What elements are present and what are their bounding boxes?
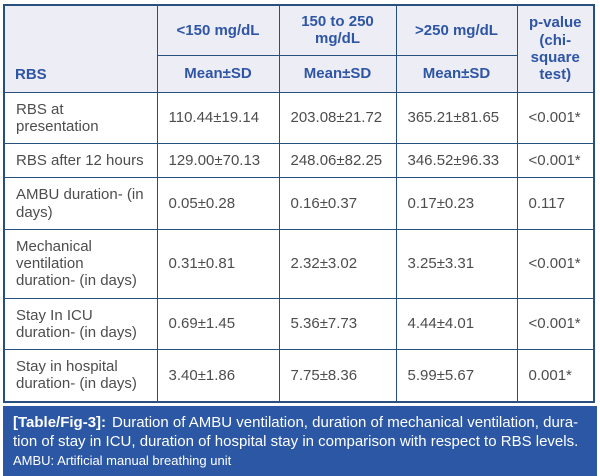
value-cell: 0.69±1.45	[156, 297, 280, 350]
row-label: RBS after 12 hours	[3, 142, 158, 179]
value-cell: 4.44±4.01	[395, 297, 518, 350]
value-cell: 0.05±0.28	[156, 177, 280, 230]
figure-caption: [Table/Fig-3]: Duration of AMBU ventilati…	[3, 405, 597, 476]
p-value-cell: <0.001*	[516, 142, 595, 179]
table-row: RBS after 12 hours 129.00±70.13 248.06±8…	[3, 142, 595, 179]
value-cell: 110.44±19.14	[156, 91, 280, 144]
caption-text: [Table/Fig-3]: Duration of AMBU ventilati…	[13, 413, 587, 432]
row-label: Mechanical ventilation duration- (in day…	[3, 228, 158, 299]
table-row: Mechanical ventilation duration- (in day…	[3, 228, 595, 299]
value-cell: 3.25±3.31	[395, 228, 518, 299]
value-cell: 2.32±3.02	[278, 228, 397, 299]
p-value-cell: 0.001*	[516, 349, 595, 402]
column-header-p-value: p-value (chi-square test)	[516, 4, 595, 93]
subheader-mean-sd: Mean±SD	[395, 54, 518, 93]
table-row: RBS at presentation 110.44±19.14 203.08±…	[3, 91, 595, 144]
p-value-cell: <0.001*	[516, 297, 595, 350]
table-row: AMBU duration- (in days) 0.05±0.28 0.16±…	[3, 177, 595, 230]
column-header-range-under-150: <150 mg/dL	[156, 4, 280, 56]
p-value-cell: <0.001*	[516, 228, 595, 299]
value-cell: 7.75±8.36	[278, 349, 397, 402]
table-row: Stay In ICU duration- (in days) 0.69±1.4…	[3, 297, 595, 350]
row-label: RBS at presentation	[3, 91, 158, 144]
value-cell: 248.06±82.25	[278, 142, 397, 179]
value-cell: 0.16±0.37	[278, 177, 397, 230]
value-cell: 0.17±0.23	[395, 177, 518, 230]
value-cell: 129.00±70.13	[156, 142, 280, 179]
row-label: AMBU duration- (in days)	[3, 177, 158, 230]
value-cell: 5.99±5.67	[395, 349, 518, 402]
row-label: Stay In ICU duration- (in days)	[3, 297, 158, 350]
caption-note: AMBU: Artificial manual breathing unit	[13, 452, 232, 468]
value-cell: 365.21±81.65	[395, 91, 518, 144]
caption-line-2: tion of stay in ICU, duration of hospita…	[13, 432, 579, 450]
value-cell: 0.31±0.81	[156, 228, 280, 299]
value-cell: 203.08±21.72	[278, 91, 397, 144]
table-row: Stay in hospital duration- (in days) 3.4…	[3, 349, 595, 402]
row-label: Stay in hospital duration- (in days)	[3, 349, 158, 402]
column-header-rbs: RBS	[3, 4, 158, 93]
subheader-mean-sd: Mean±SD	[156, 54, 280, 93]
caption-line-1: Duration of AMBU ventilation, duration o…	[112, 413, 579, 431]
value-cell: 3.40±1.86	[156, 349, 280, 402]
header-group-row: RBS <150 mg/dL 150 to 250 mg/dL >250 mg/…	[3, 4, 595, 93]
column-header-range-over-250: >250 mg/dL	[395, 4, 518, 56]
rbs-comparison-table: RBS <150 mg/dL 150 to 250 mg/dL >250 mg/…	[3, 4, 595, 403]
subheader-mean-sd: Mean±SD	[278, 54, 397, 93]
value-cell: 5.36±7.73	[278, 297, 397, 350]
p-value-cell: <0.001*	[516, 91, 595, 144]
value-cell: 346.52±96.33	[395, 142, 518, 179]
header-sub-row: Mean±SD Mean±SD Mean±SD	[4, 54, 594, 93]
caption-tag: [Table/Fig-3]:	[13, 413, 107, 431]
column-header-range-150-250: 150 to 250 mg/dL	[278, 4, 397, 56]
p-value-cell: 0.117	[516, 177, 595, 230]
